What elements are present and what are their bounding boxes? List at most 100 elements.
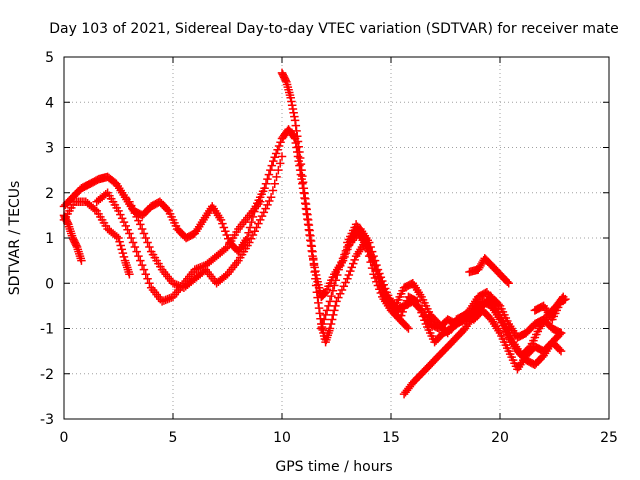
data-point [399, 303, 409, 313]
data-point [272, 172, 281, 182]
data-point [139, 229, 149, 238]
data-point [116, 241, 125, 250]
data-point [125, 229, 134, 238]
data-point [330, 281, 339, 290]
data-point [398, 307, 407, 317]
data-point [266, 193, 276, 202]
data-point [371, 265, 381, 274]
series-track-11 [530, 294, 570, 324]
data-point [311, 281, 321, 290]
data-point [311, 274, 320, 283]
y-tick-label: -1 [40, 322, 54, 338]
x-tick-label: 10 [273, 430, 291, 446]
data-point [330, 306, 339, 315]
y-tick-label: -3 [40, 412, 54, 428]
data-point [326, 319, 336, 329]
data-point [363, 245, 372, 255]
data-point [375, 285, 384, 294]
x-tick-label: 5 [169, 430, 178, 446]
data-point [275, 159, 285, 168]
data-point [136, 220, 145, 229]
data-point [327, 291, 336, 301]
data-point [402, 322, 412, 332]
data-point [137, 260, 147, 270]
data-point [344, 270, 354, 280]
x-tick-labels: 0 5 10 15 20 25 [60, 430, 618, 446]
data-point [318, 319, 327, 329]
data-point [324, 301, 333, 311]
data-point [130, 242, 140, 252]
data-point [261, 179, 271, 188]
data-point [370, 273, 380, 283]
data-point [556, 346, 566, 356]
data-point [316, 324, 326, 333]
series-track-7 [316, 229, 566, 374]
data-point [119, 252, 129, 262]
data-point [420, 315, 429, 325]
data-point [145, 242, 154, 252]
data-point [322, 306, 332, 315]
data-point [331, 301, 340, 311]
x-axis-label: GPS time / hours [275, 459, 392, 475]
series-track-9 [399, 292, 566, 399]
data-point [340, 250, 349, 259]
data-point [332, 270, 342, 280]
data-point [128, 238, 138, 247]
data-point [328, 286, 338, 296]
data-point [143, 238, 152, 247]
data-point [277, 152, 287, 161]
data-point [338, 254, 348, 263]
data-point [289, 132, 299, 142]
data-point [274, 165, 283, 175]
data-point [415, 304, 425, 314]
data-point [504, 279, 513, 288]
data-point [267, 161, 277, 170]
data-point [335, 261, 345, 271]
data-point [494, 300, 503, 309]
y-tick-label: 0 [45, 276, 54, 292]
data-point [118, 248, 128, 258]
data-point [271, 149, 281, 158]
y-axis-label: SDTVAR / TECUs [7, 181, 23, 296]
data-point [276, 137, 285, 147]
data-point [162, 205, 172, 214]
data-point [418, 312, 428, 321]
data-point [373, 281, 383, 290]
x-tick-label: 0 [60, 430, 69, 446]
data-point [269, 156, 278, 166]
data-point [308, 247, 317, 256]
data-point [325, 297, 335, 306]
data-point [268, 186, 278, 195]
data-point [216, 215, 226, 225]
y-tick-labels: -3 -2 -1 0 1 2 3 4 5 [40, 50, 54, 428]
data-point [77, 256, 86, 265]
data-point [411, 296, 420, 305]
data-point [244, 228, 253, 237]
data-point [141, 233, 150, 243]
data-point [524, 343, 534, 353]
data-point [325, 324, 335, 333]
y-tick-label: 1 [45, 231, 54, 247]
data-point [125, 269, 134, 279]
data-point [327, 315, 337, 324]
data-point [364, 251, 374, 261]
data-point [255, 197, 265, 207]
data-point [247, 217, 256, 227]
data-point [137, 224, 147, 234]
data-point [115, 237, 124, 247]
data-point [143, 274, 152, 283]
data-point [139, 265, 149, 274]
data-point [401, 300, 410, 309]
series-track-5 [125, 152, 287, 293]
data-point [221, 226, 230, 236]
data-point [222, 230, 232, 240]
data-point [347, 263, 357, 272]
data-point [376, 288, 386, 298]
data-point [308, 254, 318, 263]
data-point [341, 246, 351, 256]
data-point [310, 267, 319, 277]
x-tick-label: 25 [600, 430, 618, 446]
data-point [503, 277, 512, 286]
data-point [328, 310, 338, 320]
